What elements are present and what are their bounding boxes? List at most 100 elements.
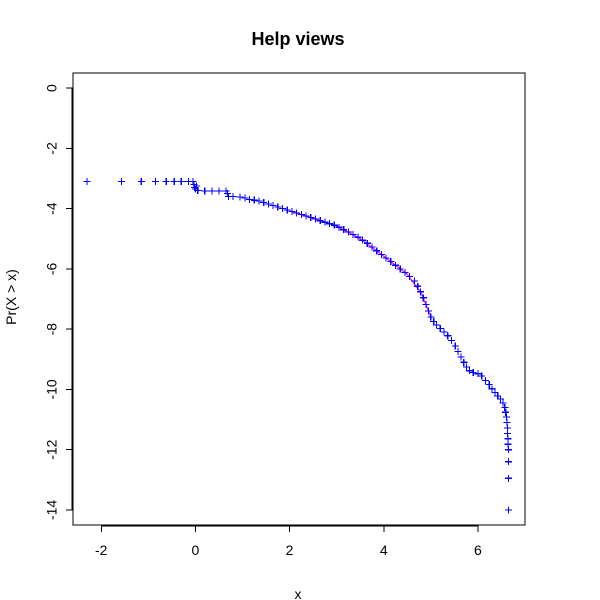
fit-curve: [289, 210, 432, 317]
data-point-67: [436, 325, 444, 333]
data-point-38: [316, 217, 324, 225]
data-point-20: [229, 193, 237, 201]
data-point-44: [344, 228, 352, 236]
data-point-78: [474, 370, 482, 378]
data-point-46: [354, 233, 362, 241]
data-point-96: [505, 458, 513, 466]
y-tick-label-0: 0: [44, 84, 60, 92]
data-point-73: [457, 353, 465, 361]
data-point-18: [223, 190, 231, 198]
data-point-26: [260, 199, 268, 207]
plot-area-frame: [72, 72, 526, 526]
data-point-45: [349, 231, 357, 239]
data-point-27: [264, 200, 272, 208]
data-point-39: [321, 218, 329, 226]
y-tick-label-4: -8: [44, 323, 60, 336]
data-point-87: [501, 403, 509, 411]
data-point-83: [491, 388, 499, 396]
data-point-51: [377, 250, 385, 258]
data-point-1: [117, 177, 125, 185]
data-point-59: [414, 282, 422, 290]
data-point-3: [151, 177, 159, 185]
data-point-30: [279, 205, 287, 213]
data-point-74: [460, 358, 468, 366]
y-tick-label-3: -6: [44, 262, 60, 275]
data-point-23: [246, 196, 254, 204]
data-point-33: [293, 209, 301, 217]
data-point-95: [505, 446, 513, 454]
data-point-32: [288, 208, 296, 216]
data-point-25: [255, 197, 263, 205]
data-point-69: [444, 332, 452, 340]
data-point-37: [311, 215, 319, 223]
data-point-79: [478, 372, 486, 380]
data-point-52: [382, 254, 390, 262]
chart-axes-layer: -2 0 2 4 6 0 -2 -4 -6 -8 -10 -12 -14: [44, 72, 526, 558]
data-point-70: [448, 337, 456, 345]
data-point-85: [497, 395, 505, 403]
data-point-81: [485, 381, 493, 389]
data-point-41: [330, 221, 338, 229]
data-point-62: [422, 300, 430, 308]
data-point-4: [162, 177, 170, 185]
data-point-82: [488, 385, 496, 393]
data-point-66: [432, 321, 440, 329]
data-point-2: [137, 177, 145, 185]
data-point-80: [481, 376, 489, 384]
data-point-34: [297, 211, 305, 219]
data-point-53: [387, 258, 395, 266]
data-point-14: [201, 187, 209, 195]
data-point-77: [469, 369, 477, 377]
data-point-64: [427, 313, 435, 321]
data-point-8: [189, 177, 197, 185]
x-tick-label-1: 0: [192, 542, 200, 558]
data-point-61: [419, 294, 427, 302]
data-point-40: [326, 220, 334, 228]
data-point-21: [236, 193, 244, 201]
data-point-36: [307, 214, 315, 222]
data-point-97: [505, 474, 513, 482]
data-point-60: [416, 288, 424, 296]
data-point-13: [194, 187, 202, 195]
data-point-50: [373, 247, 381, 255]
data-point-55: [396, 265, 404, 273]
data-point-56: [401, 268, 409, 276]
fit-line-layer: [289, 210, 432, 317]
chart-title: Help views: [251, 29, 344, 49]
data-point-5: [170, 177, 178, 185]
x-tick-label-4: 6: [474, 542, 482, 558]
x-tick-label-0: -2: [95, 542, 108, 558]
data-point-6: [177, 177, 185, 185]
data-point-43: [340, 226, 348, 234]
x-tick-label-3: 4: [380, 542, 388, 558]
data-point-0: [83, 177, 91, 185]
y-tick-label-2: -4: [44, 202, 60, 215]
data-point-76: [465, 367, 473, 375]
data-point-71: [451, 342, 459, 350]
data-point-47: [359, 236, 367, 244]
x-tick-label-2: 2: [286, 542, 294, 558]
data-point-49: [368, 243, 376, 251]
data-point-28: [269, 202, 277, 210]
data-point-86: [499, 399, 507, 407]
data-point-12: [192, 182, 200, 190]
data-point-15: [208, 187, 216, 195]
data-point-31: [283, 206, 291, 214]
data-point-42: [335, 223, 343, 231]
data-point-72: [454, 347, 462, 355]
data-point-58: [410, 277, 418, 285]
data-point-98: [505, 506, 513, 514]
data-point-16: [215, 187, 223, 195]
x-axis-label: x: [295, 586, 302, 600]
data-point-24: [250, 196, 258, 204]
y-tick-label-1: -2: [44, 142, 60, 155]
data-point-22: [241, 194, 249, 202]
data-point-68: [440, 328, 448, 336]
data-point-35: [302, 212, 310, 220]
data-point-75: [463, 363, 471, 371]
y-tick-label-6: -12: [44, 439, 60, 459]
y-tick-label-5: -10: [44, 379, 60, 399]
data-point-29: [274, 203, 282, 211]
